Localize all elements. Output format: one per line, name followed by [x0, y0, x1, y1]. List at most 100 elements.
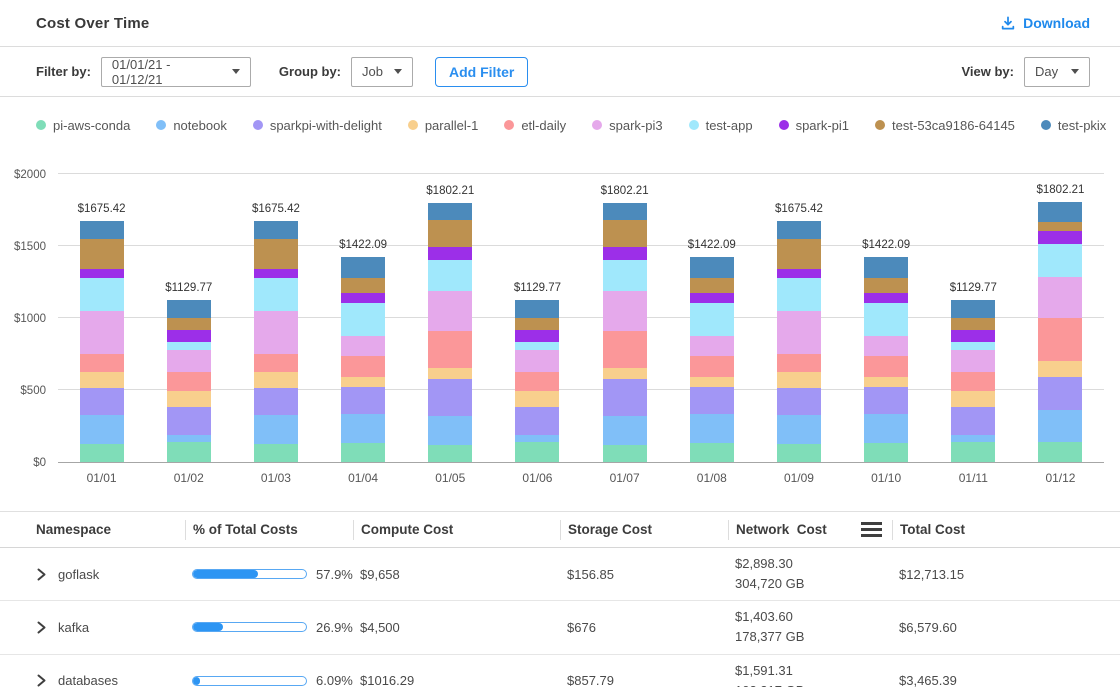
- bar-segment-spark-pi3[interactable]: [515, 350, 559, 372]
- bar-segment-test-pkix[interactable]: [690, 257, 734, 278]
- bar-segment-test-app[interactable]: [777, 278, 821, 311]
- bar-segment-sparkpi-with-delight[interactable]: [428, 379, 472, 416]
- bar-segment-test-pkix[interactable]: [603, 203, 647, 220]
- bar-segment-etl-daily[interactable]: [428, 331, 472, 368]
- bar-segment-test-app[interactable]: [167, 342, 211, 350]
- bar-segment-test-app[interactable]: [603, 260, 647, 292]
- bar-segment-test-app[interactable]: [515, 342, 559, 350]
- bar-segment-parallel-1[interactable]: [864, 377, 908, 388]
- bar-segment-pi-aws-conda[interactable]: [690, 443, 734, 462]
- table-row-databases[interactable]: databases6.09%$1016.29$857.79$1,591.3110…: [0, 655, 1120, 687]
- bar-segment-notebook[interactable]: [603, 416, 647, 445]
- bar-segment-spark-pi3[interactable]: [1038, 277, 1082, 319]
- table-row-kafka[interactable]: kafka26.9%$4,500$676$1,403.60178,377 GB$…: [0, 601, 1120, 654]
- bar-segment-test-pkix[interactable]: [777, 221, 821, 239]
- bar-segment-notebook[interactable]: [690, 414, 734, 443]
- bar-segment-spark-pi3[interactable]: [80, 311, 124, 354]
- bar-segment-pi-aws-conda[interactable]: [428, 445, 472, 463]
- bar-segment-spark-pi3[interactable]: [603, 291, 647, 331]
- bar-segment-parallel-1[interactable]: [690, 377, 734, 388]
- bar-01/03[interactable]: $1675.42: [232, 175, 319, 462]
- bar-segment-etl-daily[interactable]: [515, 372, 559, 391]
- legend-item-spark-pi1[interactable]: spark-pi1: [779, 118, 849, 133]
- bar-segment-pi-aws-conda[interactable]: [341, 443, 385, 462]
- bar-segment-sparkpi-with-delight[interactable]: [515, 407, 559, 435]
- bar-segment-spark-pi1[interactable]: [80, 269, 124, 278]
- bar-segment-test-53ca9186-64145[interactable]: [341, 278, 385, 293]
- bar-segment-spark-pi1[interactable]: [951, 330, 995, 342]
- bar-segment-spark-pi3[interactable]: [690, 336, 734, 356]
- bar-segment-sparkpi-with-delight[interactable]: [951, 407, 995, 435]
- bar-segment-spark-pi1[interactable]: [167, 330, 211, 342]
- bar-segment-notebook[interactable]: [864, 414, 908, 443]
- bar-segment-etl-daily[interactable]: [690, 356, 734, 377]
- bar-segment-pi-aws-conda[interactable]: [1038, 442, 1082, 462]
- download-button[interactable]: Download: [1000, 15, 1090, 31]
- column-header-pct-total-costs[interactable]: % of Total Costs: [185, 520, 353, 540]
- bar-segment-sparkpi-with-delight[interactable]: [341, 387, 385, 414]
- bar-segment-test-53ca9186-64145[interactable]: [167, 318, 211, 330]
- bar-segment-test-pkix[interactable]: [254, 221, 298, 239]
- bar-segment-spark-pi3[interactable]: [254, 311, 298, 354]
- bar-segment-test-app[interactable]: [428, 260, 472, 292]
- bar-segment-spark-pi3[interactable]: [341, 336, 385, 356]
- bar-segment-etl-daily[interactable]: [603, 331, 647, 368]
- bar-segment-sparkpi-with-delight[interactable]: [80, 388, 124, 415]
- bar-segment-etl-daily[interactable]: [864, 356, 908, 377]
- legend-item-test-pkix[interactable]: test-pkix: [1041, 118, 1106, 133]
- bar-segment-parallel-1[interactable]: [603, 368, 647, 379]
- bar-segment-sparkpi-with-delight[interactable]: [690, 387, 734, 414]
- bar-segment-test-pkix[interactable]: [341, 257, 385, 278]
- bar-segment-notebook[interactable]: [515, 435, 559, 443]
- legend-item-test-app[interactable]: test-app: [689, 118, 753, 133]
- bar-segment-test-53ca9186-64145[interactable]: [254, 239, 298, 269]
- bar-segment-test-app[interactable]: [864, 303, 908, 335]
- expand-row-chevron-icon[interactable]: [36, 674, 47, 687]
- bar-segment-pi-aws-conda[interactable]: [80, 444, 124, 462]
- bar-segment-test-pkix[interactable]: [428, 203, 472, 220]
- bar-segment-parallel-1[interactable]: [777, 372, 821, 388]
- bar-segment-test-53ca9186-64145[interactable]: [603, 220, 647, 248]
- bar-01/11[interactable]: $1129.77: [930, 175, 1017, 462]
- bar-segment-notebook[interactable]: [951, 435, 995, 443]
- bar-segment-sparkpi-with-delight[interactable]: [1038, 377, 1082, 410]
- bar-segment-spark-pi1[interactable]: [690, 293, 734, 304]
- bar-segment-pi-aws-conda[interactable]: [864, 443, 908, 462]
- bar-segment-spark-pi1[interactable]: [603, 247, 647, 259]
- bar-segment-parallel-1[interactable]: [254, 372, 298, 388]
- bar-segment-notebook[interactable]: [1038, 410, 1082, 443]
- bar-segment-etl-daily[interactable]: [167, 372, 211, 391]
- bar-segment-parallel-1[interactable]: [428, 368, 472, 379]
- add-filter-button[interactable]: Add Filter: [435, 57, 528, 87]
- legend-item-etl-daily[interactable]: etl-daily: [504, 118, 566, 133]
- bar-segment-test-app[interactable]: [951, 342, 995, 350]
- bar-segment-test-53ca9186-64145[interactable]: [1038, 222, 1082, 231]
- bar-01/04[interactable]: $1422.09: [320, 175, 407, 462]
- bar-segment-sparkpi-with-delight[interactable]: [167, 407, 211, 435]
- bar-segment-test-pkix[interactable]: [1038, 202, 1082, 222]
- bar-segment-test-pkix[interactable]: [80, 221, 124, 239]
- bar-01/02[interactable]: $1129.77: [145, 175, 232, 462]
- bar-segment-pi-aws-conda[interactable]: [603, 445, 647, 463]
- bar-segment-spark-pi3[interactable]: [167, 350, 211, 372]
- bar-segment-spark-pi3[interactable]: [777, 311, 821, 354]
- bar-segment-test-pkix[interactable]: [951, 300, 995, 319]
- bar-segment-spark-pi1[interactable]: [341, 293, 385, 304]
- group-by-select[interactable]: Job: [351, 57, 413, 87]
- bar-segment-pi-aws-conda[interactable]: [515, 442, 559, 462]
- legend-item-test-53ca9186-64145[interactable]: test-53ca9186-64145: [875, 118, 1015, 133]
- bar-segment-etl-daily[interactable]: [254, 354, 298, 372]
- bar-segment-test-pkix[interactable]: [515, 300, 559, 319]
- bar-segment-notebook[interactable]: [167, 435, 211, 443]
- view-by-select[interactable]: Day: [1024, 57, 1090, 87]
- bar-segment-spark-pi3[interactable]: [428, 291, 472, 331]
- bar-segment-test-53ca9186-64145[interactable]: [80, 239, 124, 269]
- bar-segment-spark-pi3[interactable]: [864, 336, 908, 356]
- bar-segment-test-app[interactable]: [341, 303, 385, 335]
- bar-segment-test-pkix[interactable]: [167, 300, 211, 319]
- bar-segment-test-53ca9186-64145[interactable]: [428, 220, 472, 248]
- bar-segment-spark-pi3[interactable]: [951, 350, 995, 372]
- bar-01/10[interactable]: $1422.09: [843, 175, 930, 462]
- date-range-select[interactable]: 01/01/21 - 01/12/21: [101, 57, 251, 87]
- bar-segment-sparkpi-with-delight[interactable]: [864, 387, 908, 414]
